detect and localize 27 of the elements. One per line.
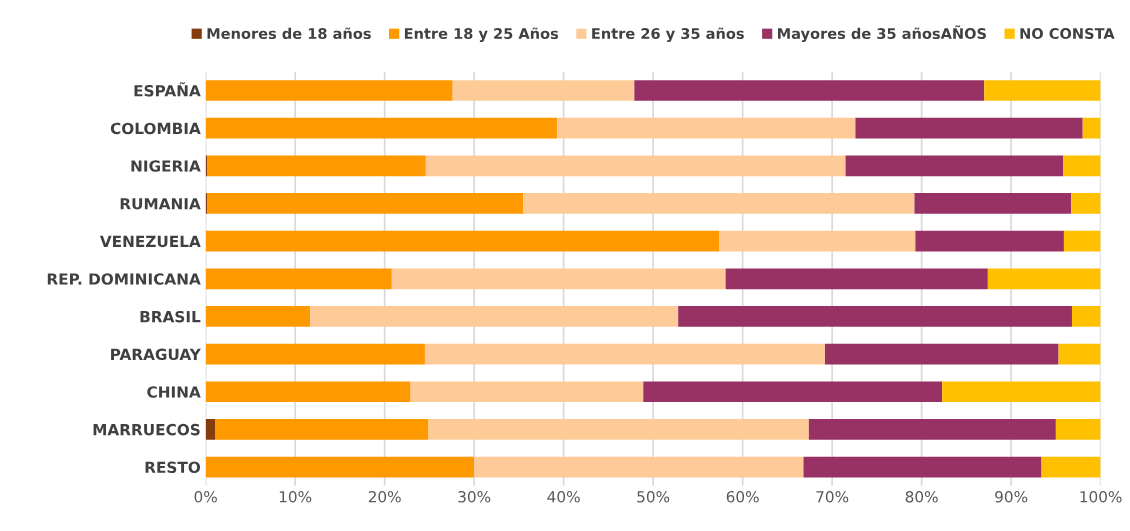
legend-label: Entre 18 y 25 Años bbox=[404, 27, 559, 42]
x-tick-label: 0% bbox=[194, 491, 217, 503]
y-tick-label: RESTO bbox=[145, 461, 201, 474]
x-tick-label: 10% bbox=[279, 491, 312, 503]
x-tick-label: 60% bbox=[726, 491, 759, 503]
x-tick-label: 70% bbox=[816, 491, 849, 503]
y-tick-label: RUMANIA bbox=[120, 198, 201, 210]
y-tick-label: PARAGUAY bbox=[111, 348, 201, 361]
y-tick-label: VENEZUELA bbox=[99, 235, 201, 248]
x-tick-label: 40% bbox=[547, 491, 580, 503]
x-tick-label: 80% bbox=[905, 491, 938, 503]
y-tick-label: COLOMBIA bbox=[110, 122, 201, 135]
x-tick-label: 20% bbox=[368, 491, 401, 503]
y-tick-label: NIGERIA bbox=[131, 160, 201, 172]
x-tick-label: 100% bbox=[1080, 491, 1122, 503]
legend-label: NO CONSTA bbox=[1020, 28, 1115, 40]
x-tick-label: 50% bbox=[637, 491, 670, 503]
y-tick-label: MARRUECOS bbox=[93, 423, 200, 436]
y-tick-label: REP. DOMINICANA bbox=[47, 273, 201, 285]
x-tick-label: 30% bbox=[458, 491, 491, 503]
y-tick-label: CHINA bbox=[147, 386, 201, 398]
y-tick-label: ESPAÑA bbox=[134, 82, 201, 97]
x-tick-label: 90% bbox=[995, 491, 1028, 503]
legend-label: Mayores de 35 añosAÑOS bbox=[778, 25, 986, 42]
legend-label: Menores de 18 años bbox=[207, 27, 371, 40]
y-tick-label: BRASIL bbox=[140, 310, 201, 323]
legend-label: Entre 26 y 35 años bbox=[592, 27, 744, 42]
